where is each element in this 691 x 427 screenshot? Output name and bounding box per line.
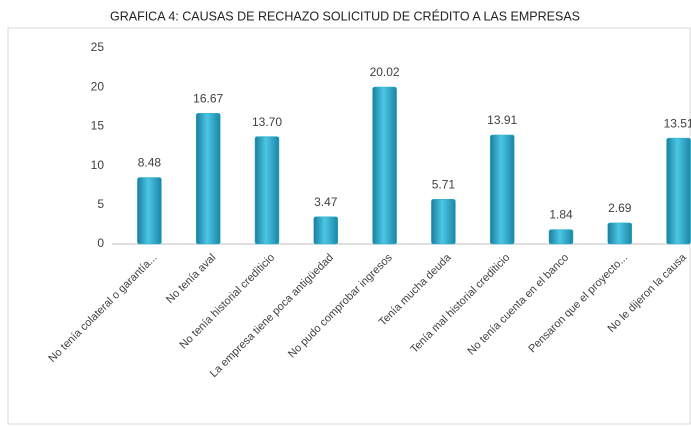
value-label: 20.02 [370,65,400,79]
y-tick-label: 20 [91,79,105,93]
y-tick-label: 0 [97,236,104,250]
x-tick-label: No pudo comprobar ingresos [286,251,395,360]
value-label: 13.91 [487,113,517,127]
bar [548,229,574,245]
x-tick-label: La empresa tiene poca antigüedad [208,252,336,380]
value-label: 8.48 [138,156,162,170]
y-tick-label: 25 [91,40,105,54]
chart-frame [7,27,691,425]
value-label: 16.67 [193,91,223,105]
bar [254,136,280,245]
value-label: 5.71 [432,177,456,191]
bar [607,222,633,245]
y-tick-label: 10 [91,158,105,172]
chart-title: GRAFICA 4: CAUSAS DE RECHAZO SOLICITUD D… [110,8,580,23]
x-tick-label: Pensaron que el proyecto... [526,252,630,356]
bar [195,113,221,245]
bar [489,134,515,245]
value-label: 3.47 [314,195,338,209]
x-tick-label: No tenía historial crediticio [177,252,277,352]
bar [431,198,456,245]
x-tick-label: No tenía colateral o garantía... [46,252,159,365]
x-tick-label: No tenía aval [164,252,218,306]
value-label: 13.70 [252,115,282,129]
x-tick-label: No tenía cuenta en el banco [465,252,571,358]
bar [666,137,691,245]
y-tick-label: 5 [97,197,104,211]
value-label: 2.69 [608,201,632,215]
value-label: 1.84 [549,208,573,222]
value-label: 13.51 [664,116,691,130]
bar [313,216,339,245]
x-tick-label: Tenía mal historial crediticio [408,252,512,356]
bar [137,177,162,245]
y-tick-label: 15 [91,119,105,133]
bar [372,86,397,245]
